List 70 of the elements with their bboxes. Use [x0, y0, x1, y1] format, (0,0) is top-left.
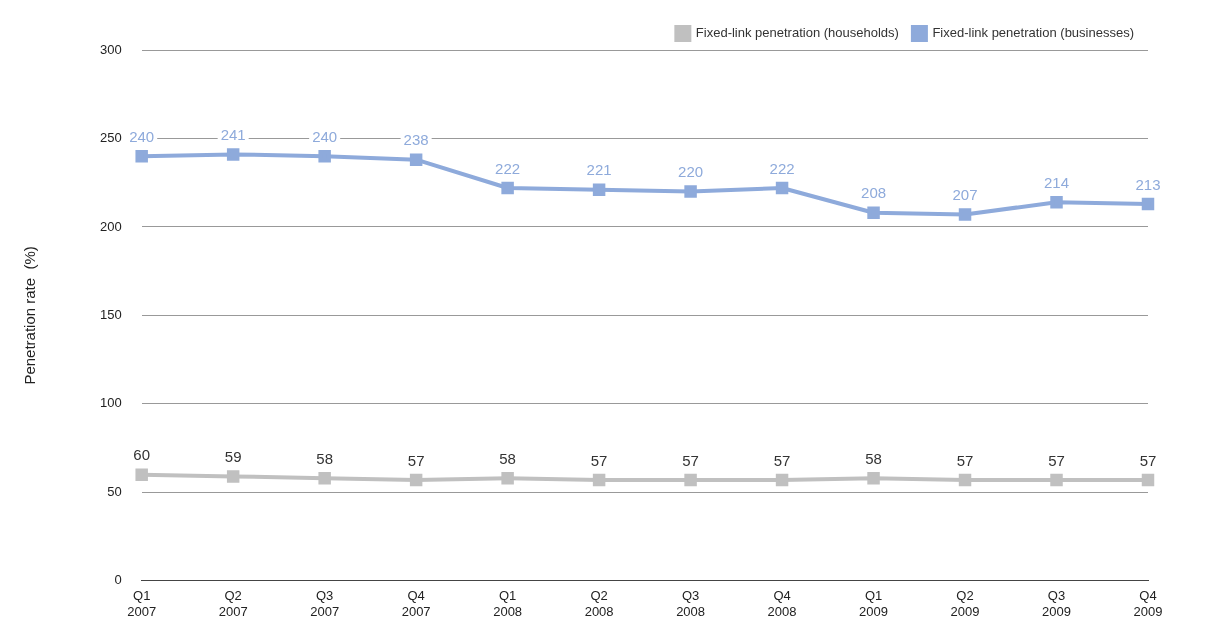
x-tick-label: Q4 2009 — [1133, 588, 1163, 619]
point — [775, 181, 789, 195]
x-tick-label: Q3 2009 — [1042, 588, 1071, 619]
data-label: 207 — [952, 186, 978, 204]
data-label: 57 — [1139, 451, 1157, 469]
point — [501, 471, 514, 485]
point — [318, 149, 331, 163]
point — [867, 471, 880, 485]
point — [592, 183, 606, 197]
data-label: 60 — [133, 446, 151, 464]
x-tick-label: Q2 2009 — [950, 588, 980, 619]
legend-label: Fixed-link penetration (businesses) — [932, 25, 1135, 41]
x-tick-label: Q2 2008 — [584, 588, 614, 619]
data-label: 58 — [865, 449, 882, 467]
point — [775, 473, 789, 487]
y-tick-label: 100 — [99, 395, 122, 411]
data-label: 240 — [312, 127, 338, 145]
x-tick-label: Q1 2009 — [859, 588, 889, 619]
point — [684, 185, 697, 198]
point — [958, 208, 972, 221]
point — [1141, 473, 1155, 487]
data-label: 222 — [769, 159, 795, 177]
data-label: 214 — [1044, 173, 1070, 191]
data-label: 241 — [220, 126, 246, 144]
point — [1050, 473, 1063, 487]
point — [592, 473, 606, 487]
x-tick-label: Q4 2007 — [401, 588, 431, 619]
x-tick-label: Q3 2008 — [676, 588, 706, 619]
data-label: 221 — [586, 161, 612, 179]
data-label: 220 — [678, 163, 704, 181]
point — [958, 473, 972, 487]
y-tick-label: 50 — [107, 483, 122, 499]
legend-label: Fixed-link penetration (households) — [695, 25, 899, 41]
y-axis-title: Penetration rate (%) — [21, 246, 39, 385]
data-label: 58 — [499, 449, 516, 467]
x-tick-label: Q3 2007 — [310, 588, 340, 619]
data-label: 57 — [773, 451, 791, 469]
x-tick-label: Q4 2008 — [767, 588, 797, 619]
data-label: 240 — [129, 127, 155, 145]
point — [684, 473, 697, 487]
data-label: 213 — [1135, 175, 1161, 193]
data-label: 57 — [590, 451, 608, 469]
x-tick-label: Q2 2007 — [218, 588, 248, 619]
point — [135, 468, 148, 481]
point — [409, 473, 423, 487]
point — [1141, 197, 1155, 211]
point — [318, 471, 331, 485]
data-label: 222 — [495, 159, 521, 177]
point — [409, 153, 423, 166]
data-label: 58 — [316, 449, 333, 467]
point — [501, 181, 514, 195]
data-label: 57 — [956, 451, 974, 469]
data-label: 57 — [407, 451, 425, 469]
y-tick-label: 300 — [99, 41, 122, 57]
point — [226, 470, 240, 483]
data-label: 57 — [1048, 451, 1065, 469]
y-tick-label: 150 — [99, 306, 122, 322]
y-tick-label: 250 — [99, 130, 122, 146]
x-tick-label: Q1 2008 — [493, 588, 523, 619]
y-tick-label: 0 — [114, 572, 122, 588]
data-label: 59 — [224, 448, 242, 466]
data-label: 57 — [682, 451, 699, 469]
data-label: 238 — [403, 131, 429, 149]
data-label: 208 — [861, 184, 887, 202]
y-tick-label: 200 — [99, 218, 122, 234]
point — [226, 148, 240, 161]
point — [135, 149, 148, 163]
x-tick-label: Q1 2007 — [127, 588, 157, 619]
point — [867, 206, 880, 220]
point — [1050, 195, 1063, 209]
